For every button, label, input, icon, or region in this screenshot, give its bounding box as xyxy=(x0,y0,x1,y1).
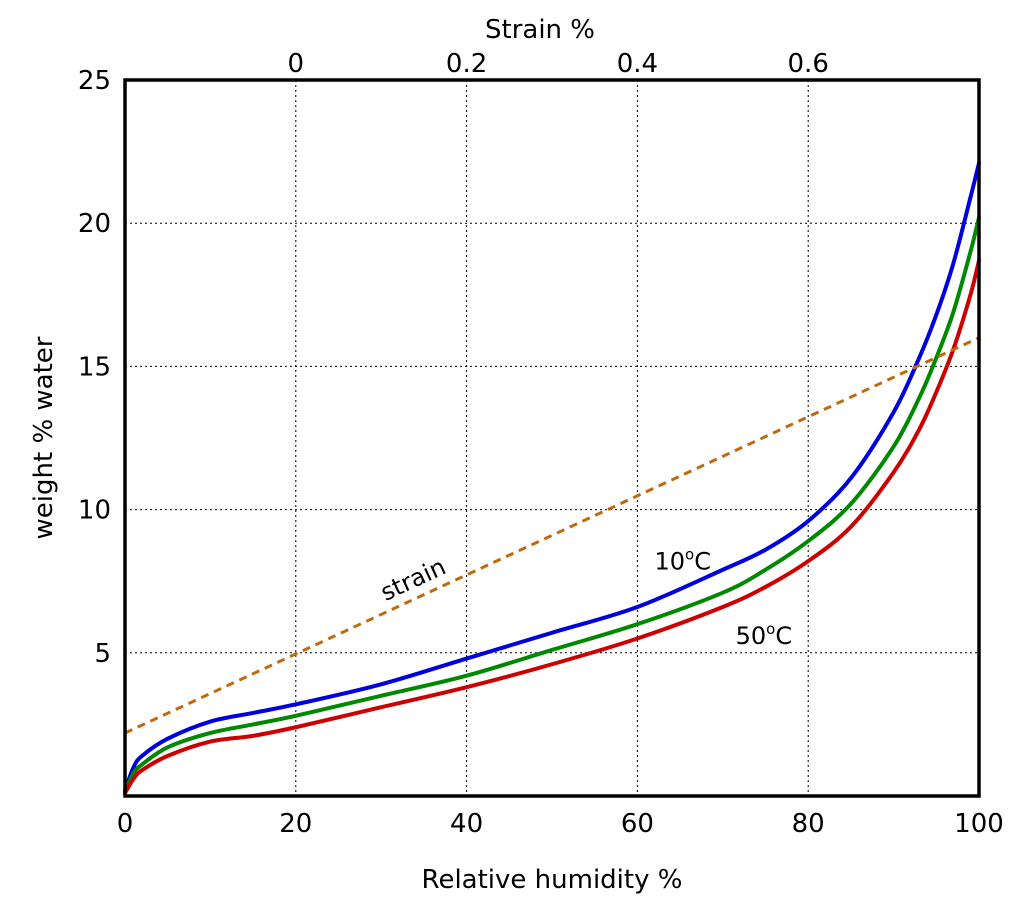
top-tick-label: 0 xyxy=(288,49,305,79)
x-tick-label: 80 xyxy=(792,809,825,839)
top-tick-label: 0.4 xyxy=(617,49,658,79)
series-layer xyxy=(123,161,981,796)
series-line-strain xyxy=(124,336,980,735)
x-tick-label: 40 xyxy=(450,809,483,839)
top-tick-label: 0.6 xyxy=(788,49,829,79)
plot-frame xyxy=(123,78,981,798)
y-tick-label: 10 xyxy=(78,496,111,526)
annotation-strain: strain xyxy=(376,553,450,607)
y-tick-label: 25 xyxy=(78,66,111,96)
top-axis-title: Strain % xyxy=(485,15,595,45)
y-axis-title: weight % water xyxy=(29,336,59,539)
series-line-t10 xyxy=(123,161,981,793)
annotations: 10oC 50oC strain xyxy=(376,546,792,650)
y-tick-label: 5 xyxy=(94,639,111,669)
series-line-t30 xyxy=(123,215,981,794)
x-tick-label: 60 xyxy=(621,809,654,839)
x-tick-label: 20 xyxy=(279,809,312,839)
x-tick-label: 100 xyxy=(954,809,1004,839)
top-tick-label: 0.2 xyxy=(446,49,487,79)
grid-lines xyxy=(125,80,979,796)
y-tick-label: 15 xyxy=(78,352,111,382)
annotation-t10: 10oC xyxy=(654,546,711,576)
y-tick-label: 20 xyxy=(78,209,111,239)
x-axis-title: Relative humidity % xyxy=(422,865,683,895)
tick-labels: 0 20 40 60 80 100 5 10 15 20 25 0 0.2 0.4 0.6 xyxy=(78,49,1004,839)
annotation-t50: 50oC xyxy=(736,620,793,650)
x-tick-label: 0 xyxy=(117,809,134,839)
series-line-t50 xyxy=(123,258,981,796)
